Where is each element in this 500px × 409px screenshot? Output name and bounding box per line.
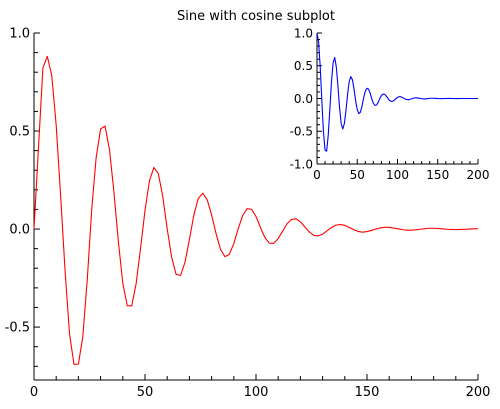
main-x-tick-label: 50 xyxy=(137,385,154,400)
inset-y-tick-label: -1.0 xyxy=(290,157,313,171)
inset-y-tick-label: 0.0 xyxy=(294,92,313,106)
chart-title: Sine with cosine subplot xyxy=(177,9,335,24)
main-y-tick-label: -0.5 xyxy=(5,321,30,336)
main-series-line xyxy=(33,55,479,365)
main-x-tick-label: 100 xyxy=(244,385,269,400)
main-y-tick-label: 1.0 xyxy=(9,27,30,42)
inset-series-line xyxy=(316,32,478,152)
inset-x-tick-label: 100 xyxy=(386,168,409,182)
inset-plot: 0 50 100 150 200 1.0 0.5 0.0 -0.5 -1.0 xyxy=(287,26,496,184)
inset-x-tick-label: 0 xyxy=(313,168,321,182)
main-x-tick-label: 0 xyxy=(30,385,38,400)
main-x-tick-label: 150 xyxy=(355,385,380,400)
main-y-tick-label: 0.5 xyxy=(9,125,30,140)
main-x-tick-label: 200 xyxy=(466,385,491,400)
inset-y-tick-label: 1.0 xyxy=(294,26,313,40)
inset-x-tick-label: 50 xyxy=(350,168,365,182)
inset-y-tick-label: 0.5 xyxy=(294,59,313,73)
inset-x-tick-label: 200 xyxy=(467,168,490,182)
main-y-tick-label: 0.0 xyxy=(9,223,30,238)
main-plot: 0 50 100 150 200 1.0 0.5 0.0 -0.5 xyxy=(5,27,491,400)
inset-x-tick-label: 150 xyxy=(426,168,449,182)
inset-y-tick-label: -0.5 xyxy=(290,125,313,139)
